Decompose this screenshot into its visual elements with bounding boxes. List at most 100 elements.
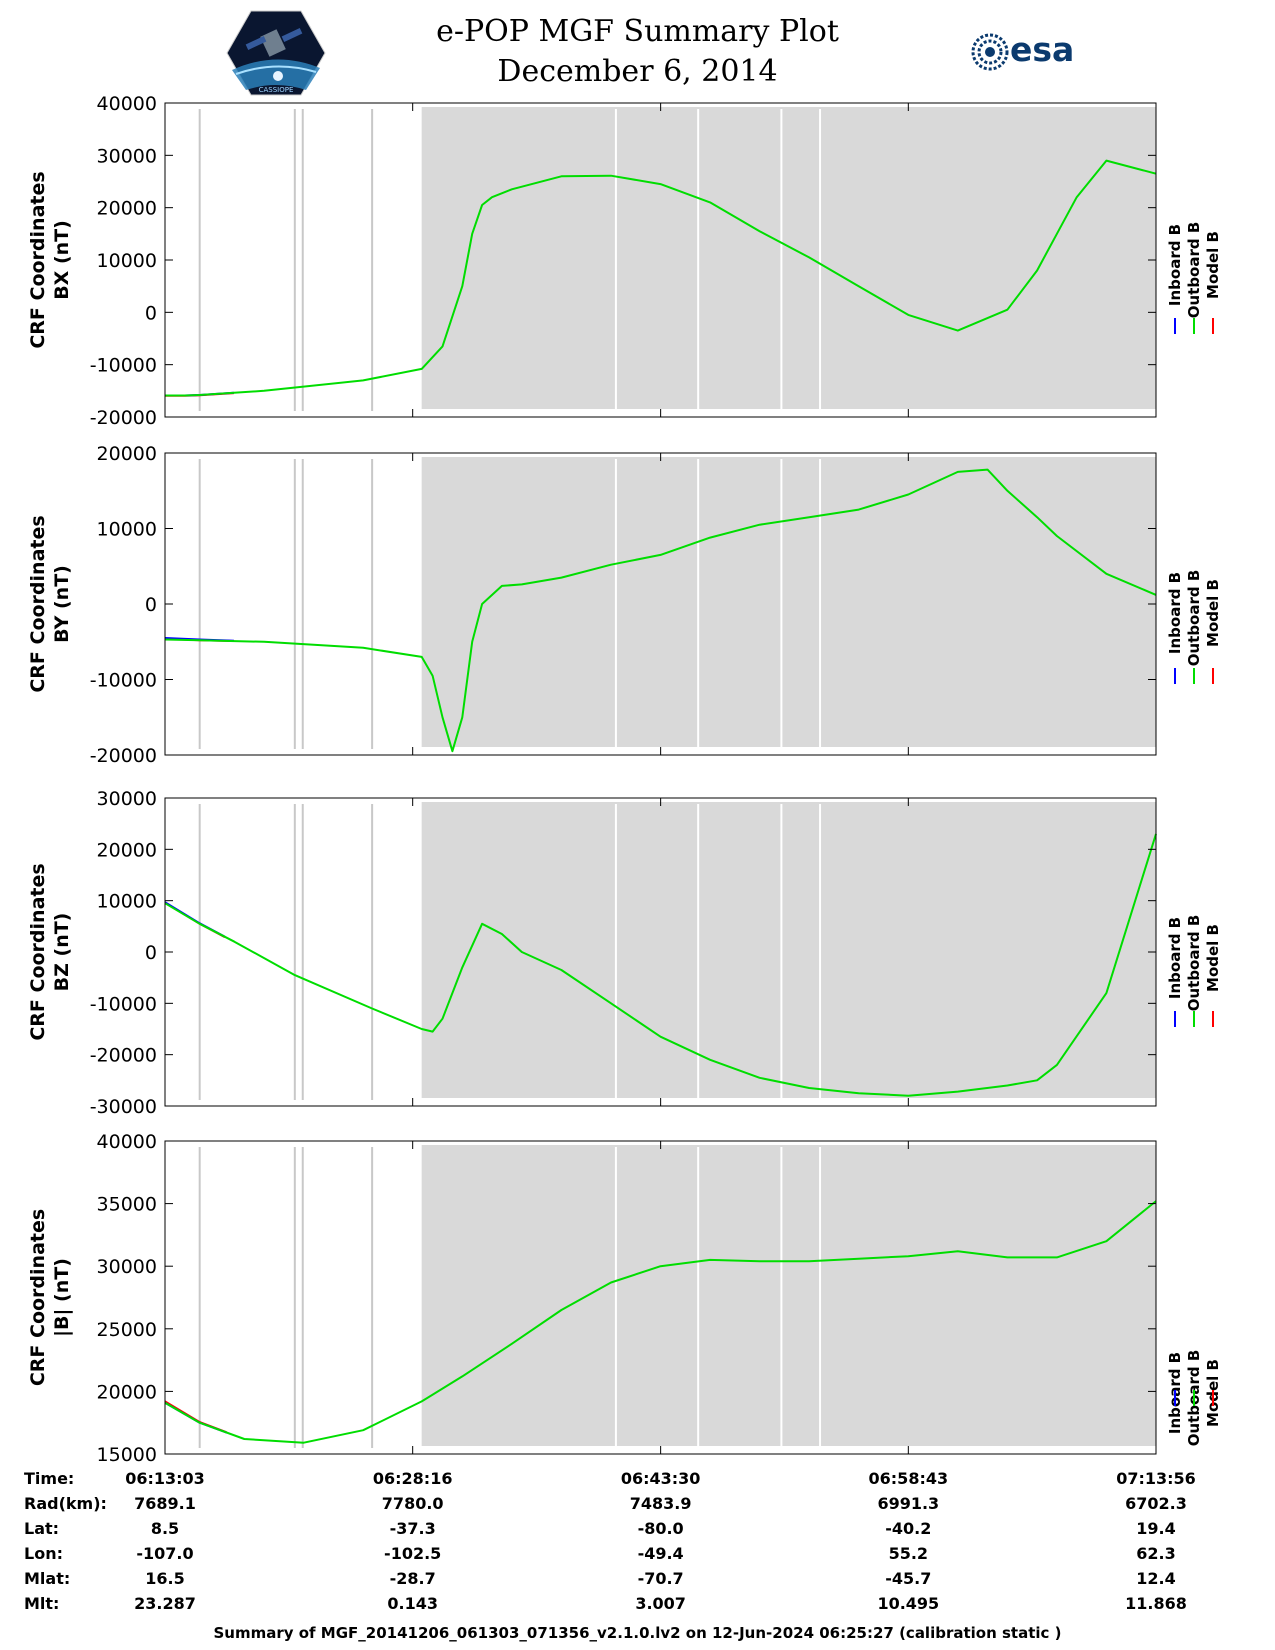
ephemeris-cell: 11.868 xyxy=(1125,1594,1187,1613)
series-line-outboard-b xyxy=(164,468,1157,753)
ephemeris-cell: 7689.1 xyxy=(134,1494,196,1513)
panel-4: 40000 35000 30000 25000 20000 15000 CRF Coordi… xyxy=(27,1131,1222,1466)
y-axis-unit-label: BX (nT) xyxy=(51,220,73,300)
legend-label: Outboard B xyxy=(1185,222,1203,319)
y-tick-label: -20000 xyxy=(90,745,157,767)
y-axis-label: CRF Coordinates xyxy=(27,171,49,348)
shaded-region xyxy=(421,457,1156,747)
cassiope-mission-logo: CASSIOPE xyxy=(226,10,326,96)
ephemeris-cell: -80.0 xyxy=(638,1519,684,1538)
y-tick-label: 10000 xyxy=(97,891,157,913)
y-tick-label: 30000 xyxy=(97,788,157,810)
ephemeris-row-label: Rad(km): xyxy=(24,1494,107,1513)
legend-label: Inboard B xyxy=(1166,224,1184,306)
panel-3: 30000 20000 10000 0 -10000 -20000 -30000 CRF Co… xyxy=(27,788,1222,1118)
ephemeris-cell: 62.3 xyxy=(1136,1544,1175,1563)
ephemeris-cell: 23.287 xyxy=(134,1594,196,1613)
ephemeris-cell: -37.3 xyxy=(390,1519,436,1538)
legend-label: Outboard B xyxy=(1185,570,1203,667)
y-tick-label: 30000 xyxy=(97,1256,157,1278)
ephemeris-cell: -45.7 xyxy=(885,1569,931,1588)
y-axis-unit-label: BZ (nT) xyxy=(51,913,73,992)
shaded-region xyxy=(421,1145,1156,1446)
y-tick-label: 20000 xyxy=(97,198,157,220)
legend-label: Outboard B xyxy=(1185,915,1203,1012)
ephemeris-cell: 06:58:43 xyxy=(869,1469,949,1488)
ephemeris-cell: 06:43:30 xyxy=(621,1469,701,1488)
series-line-outboard-b xyxy=(164,833,1157,1097)
esa-swirl-icon xyxy=(971,33,1009,71)
y-axis-label: CRF Coordinates xyxy=(27,863,49,1040)
ephemeris-cell: 07:13:56 xyxy=(1116,1469,1196,1488)
ephemeris-cell: -70.7 xyxy=(638,1569,684,1588)
y-tick-label: 10000 xyxy=(97,250,157,272)
plot-date: December 6, 2014 xyxy=(497,54,778,89)
ephemeris-cell: -102.5 xyxy=(384,1544,441,1563)
panel-1: 40000 30000 20000 10000 0 -10000 -20000 CRF Coo… xyxy=(27,93,1222,429)
legend-label: Inboard B xyxy=(1166,572,1184,654)
y-axis-unit-label: BY (nT) xyxy=(51,565,73,643)
plot-title: e-POP MGF Summary Plot xyxy=(436,14,839,49)
ephemeris-cell: -49.4 xyxy=(638,1544,684,1563)
legend-label: Model B xyxy=(1204,579,1222,647)
ephemeris-cell: 7483.9 xyxy=(630,1494,692,1513)
ephemeris-table: Time: Rad(km): Lat: Lon: Mlat: Mlt: 06:13:03 76… xyxy=(24,1469,1196,1613)
y-tick-label: -30000 xyxy=(90,1096,157,1118)
series-line-outboard-b xyxy=(164,1200,1157,1444)
ephemeris-cell: 12.4 xyxy=(1136,1569,1175,1588)
y-tick-label: -10000 xyxy=(90,670,157,692)
ephemeris-row-label: Lon: xyxy=(24,1544,63,1563)
header: CASSIOPE e-POP MGF Summary Plot December… xyxy=(0,0,1275,100)
y-axis-label: CRF Coordinates xyxy=(27,515,49,692)
ephemeris-cell: -107.0 xyxy=(136,1544,193,1563)
y-tick-label: 0 xyxy=(145,594,157,616)
legend-label: Model B xyxy=(1204,924,1222,992)
ephemeris-cell: -40.2 xyxy=(885,1519,931,1538)
legend-label: Inboard B xyxy=(1166,917,1184,999)
ephemeris-row-label: Mlt: xyxy=(24,1594,59,1613)
ephemeris-cell: 10.495 xyxy=(877,1594,939,1613)
y-tick-label: -10000 xyxy=(90,355,157,377)
ephemeris-cell: 0.143 xyxy=(387,1594,438,1613)
cassiope-logo-text: CASSIOPE xyxy=(259,86,294,94)
ephemeris-cell: 06:28:16 xyxy=(373,1469,453,1488)
y-axis-unit-label: |B| (nT) xyxy=(51,1258,73,1337)
y-tick-label: 25000 xyxy=(97,1319,157,1341)
ephemeris-cell: 6702.3 xyxy=(1125,1494,1187,1513)
ephemeris-cell: 6991.3 xyxy=(877,1494,939,1513)
y-tick-label: 40000 xyxy=(97,93,157,115)
y-tick-label: 15000 xyxy=(97,1444,157,1466)
ephemeris-cell: 3.007 xyxy=(635,1594,686,1613)
y-tick-label: 0 xyxy=(145,942,157,964)
ephemeris-cell: 06:13:03 xyxy=(125,1469,205,1488)
ephemeris-cell: 8.5 xyxy=(151,1519,179,1538)
ephemeris-row-label: Time: xyxy=(24,1469,74,1488)
y-tick-label: 40000 xyxy=(97,1131,157,1153)
y-tick-label: 0 xyxy=(145,302,157,324)
series-line-outboard-b xyxy=(165,159,1157,397)
y-tick-label: 35000 xyxy=(97,1194,157,1216)
ephemeris-row-label: Lat: xyxy=(24,1519,59,1538)
panel-2: 20000 10000 0 -10000 -20000 CRF Coordinates BY… xyxy=(27,443,1222,767)
y-tick-label: -20000 xyxy=(90,1045,157,1067)
ephemeris-cell: 55.2 xyxy=(889,1544,928,1563)
ephemeris-cell: 7780.0 xyxy=(382,1494,444,1513)
ephemeris-row-label: Mlat: xyxy=(24,1569,70,1588)
y-tick-label: 20000 xyxy=(97,839,157,861)
y-tick-label: -10000 xyxy=(90,993,157,1015)
y-tick-label: -20000 xyxy=(90,407,157,429)
legend-label: Model B xyxy=(1204,231,1222,299)
esa-logo-text: esa xyxy=(1010,30,1075,69)
y-tick-label: 10000 xyxy=(97,519,157,541)
esa-logo: esa xyxy=(970,30,1100,72)
y-tick-label: 20000 xyxy=(97,443,157,465)
y-axis-label: CRF Coordinates xyxy=(27,1209,49,1386)
shaded-region xyxy=(421,802,1156,1098)
shaded-region xyxy=(421,107,1156,409)
y-tick-label: 20000 xyxy=(97,1381,157,1403)
y-tick-label: 30000 xyxy=(97,145,157,167)
ephemeris-cell: 16.5 xyxy=(145,1569,184,1588)
ephemeris-cell: -28.7 xyxy=(390,1569,436,1588)
ephemeris-cell: 19.4 xyxy=(1136,1519,1175,1538)
